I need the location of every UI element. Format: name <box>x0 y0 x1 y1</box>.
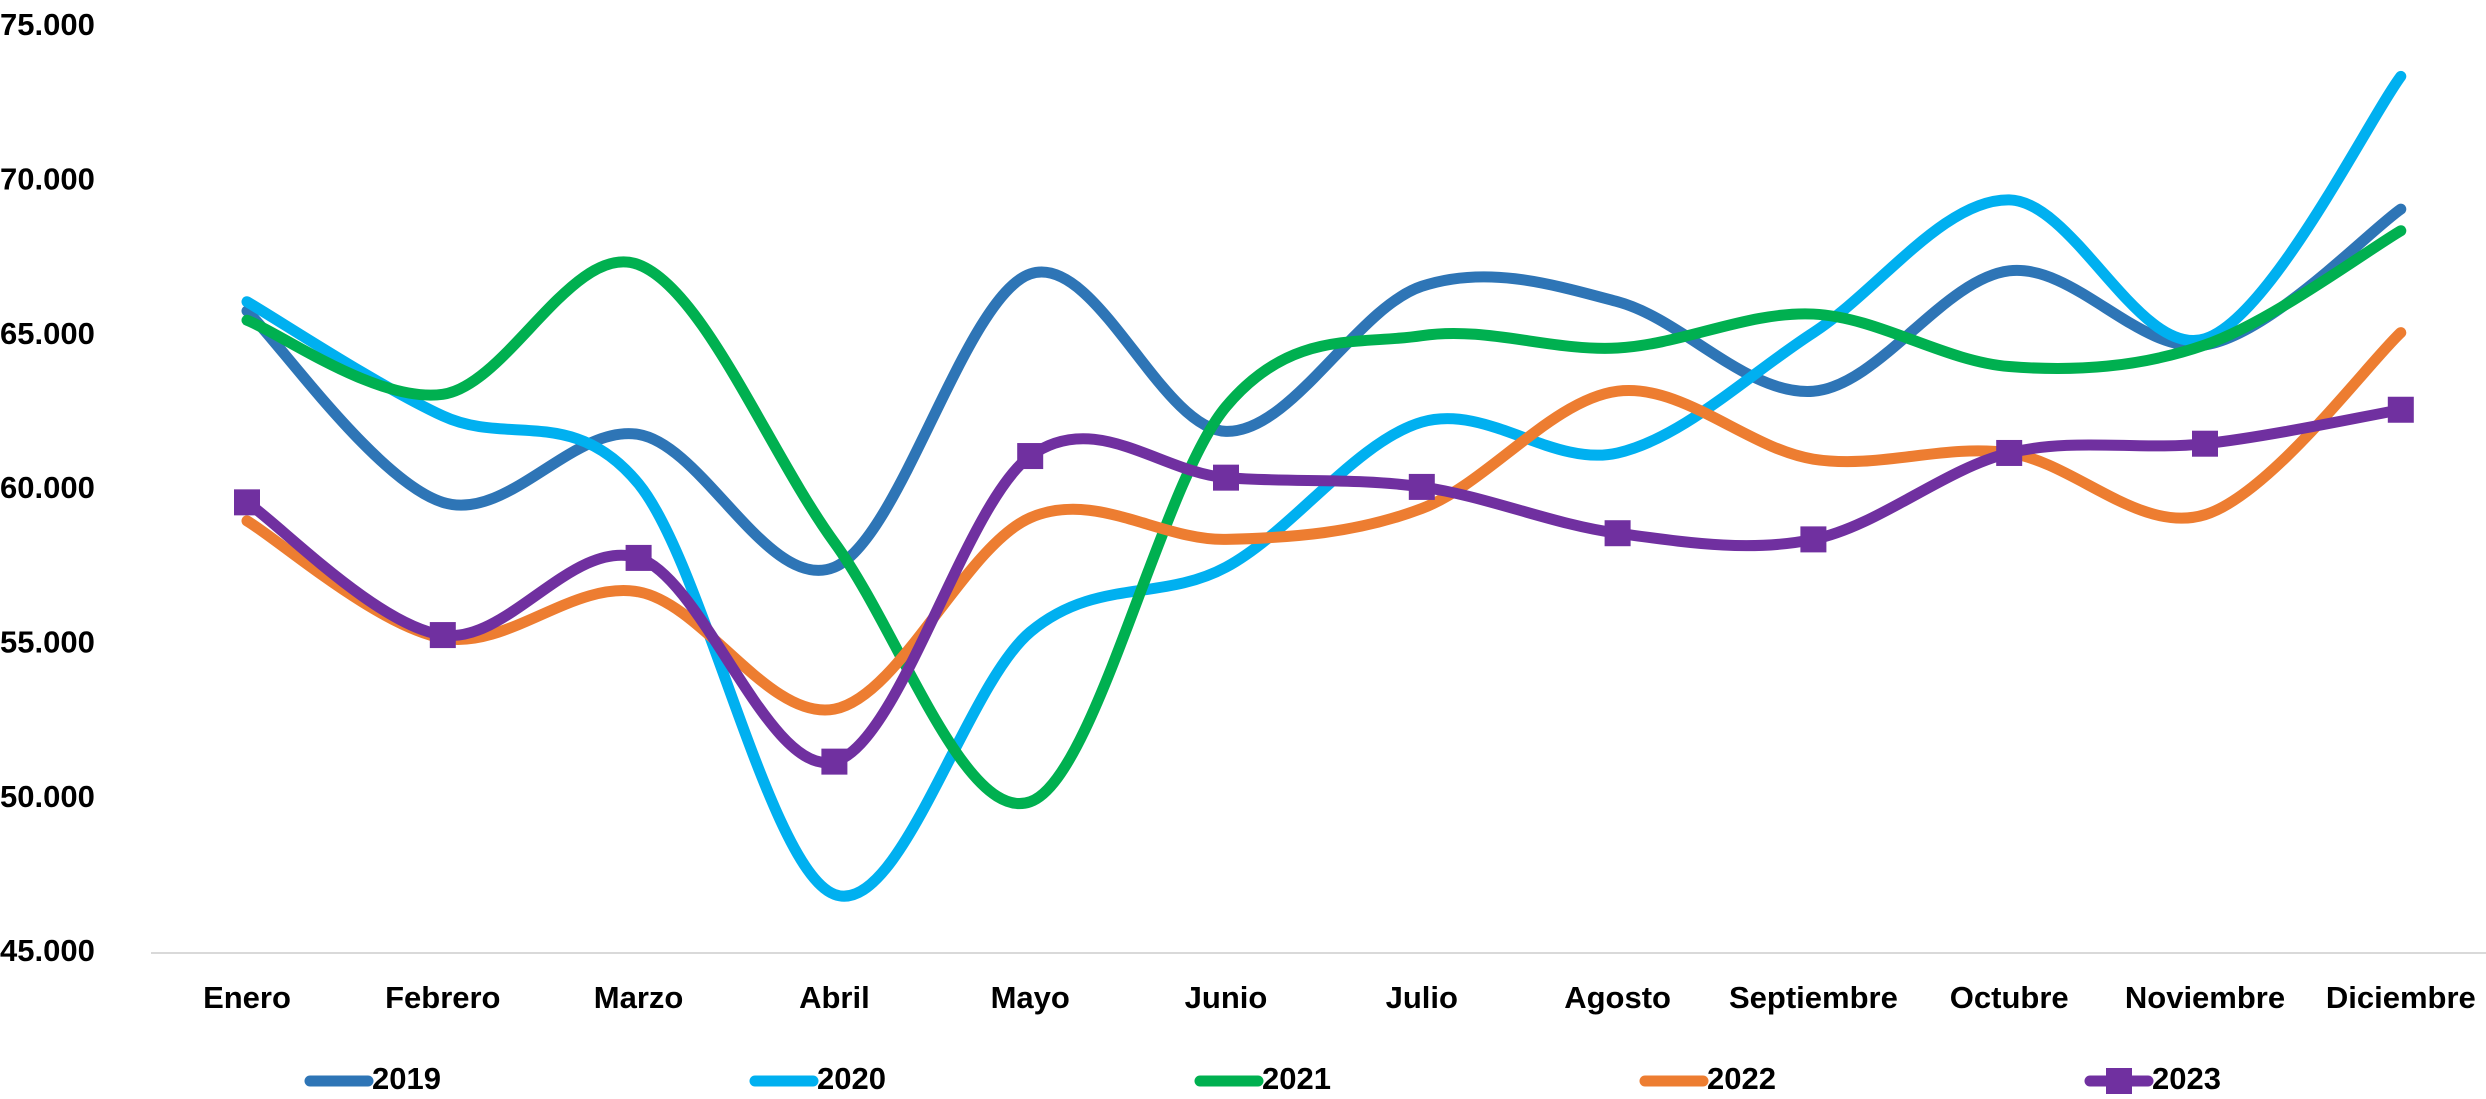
x-tick-label: Noviembre <box>2125 980 2285 1015</box>
x-tick-label: Agosto <box>1564 980 1671 1015</box>
legend-marker <box>2106 1068 2132 1094</box>
series-line <box>241 70 2407 902</box>
y-tick-label: 65.000 <box>0 316 95 351</box>
marker <box>1408 473 1435 500</box>
x-tick-label: Octubre <box>1950 980 2069 1015</box>
marker <box>2192 430 2218 457</box>
x-tick-label: Junio <box>1185 980 1268 1015</box>
marker <box>1604 520 1631 547</box>
legend-label: 2021 <box>1262 1061 1331 1096</box>
y-tick-label: 70.000 <box>0 162 95 197</box>
x-tick-label: Mayo <box>991 980 1070 1015</box>
x-tick-label: Diciembre <box>2326 980 2476 1015</box>
marker <box>821 748 848 775</box>
series-line <box>241 327 2407 716</box>
x-tick-label: Enero <box>203 980 291 1015</box>
marker <box>2387 396 2414 423</box>
series-line <box>241 203 2407 576</box>
marker <box>1996 439 2023 466</box>
y-tick-label: 75.000 <box>0 7 95 42</box>
x-tick-label: Marzo <box>594 980 684 1015</box>
series-line <box>241 225 2407 810</box>
marker <box>1017 443 1044 470</box>
legend-label: 2019 <box>372 1061 441 1096</box>
x-tick-label: Febrero <box>385 980 500 1015</box>
x-tick-label: Julio <box>1386 980 1458 1015</box>
y-tick-label: 55.000 <box>0 625 95 660</box>
x-tick-label: Septiembre <box>1729 980 1898 1015</box>
marker <box>1213 464 1239 491</box>
marker <box>234 489 260 516</box>
x-tick-label: Abril <box>799 980 870 1015</box>
legend-label: 2023 <box>2152 1061 2221 1096</box>
legend-label: 2020 <box>817 1061 886 1096</box>
marker <box>1800 526 1827 553</box>
y-tick-label: 50.000 <box>0 779 95 814</box>
y-tick-label: 45.000 <box>0 933 95 968</box>
marker <box>625 544 652 571</box>
series-line <box>241 404 2407 769</box>
legend-label: 2022 <box>1707 1061 1776 1096</box>
y-tick-label: 60.000 <box>0 470 95 505</box>
marker <box>429 622 456 649</box>
